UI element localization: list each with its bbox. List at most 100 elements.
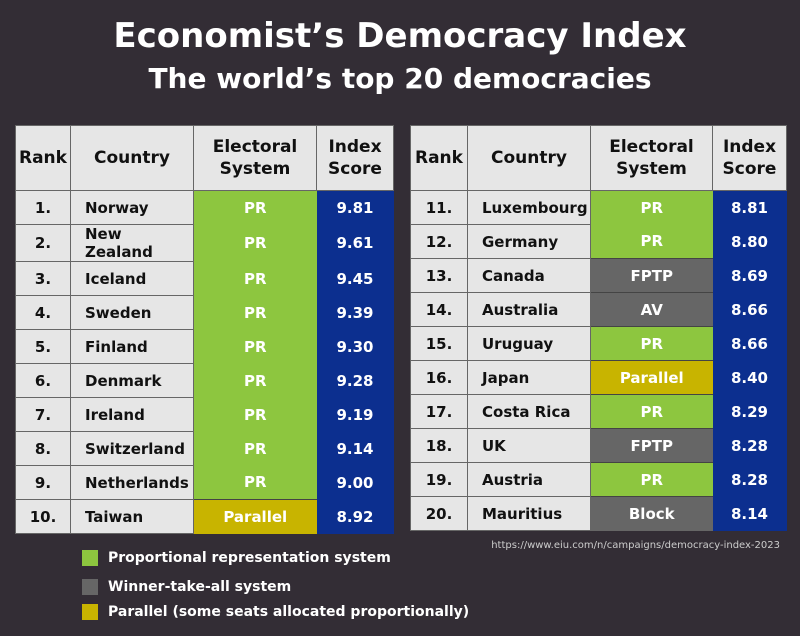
table-row: 13. Canada FPTP 8.69 [410, 258, 787, 293]
score-cell: 8.28 [712, 428, 787, 463]
table-row: 14. Australia AV 8.66 [410, 292, 787, 327]
score-cell: 8.14 [712, 496, 787, 531]
country-cell: Ireland [70, 397, 194, 432]
system-cell: PR [590, 394, 713, 429]
score-cell: 8.80 [712, 224, 787, 259]
rank-cell: 6. [15, 363, 71, 398]
system-cell: PR [590, 224, 713, 259]
table-row: 7. Ireland PR 9.19 [15, 397, 394, 432]
score-cell: 9.39 [316, 295, 394, 330]
source-url: https://www.eiu.com/n/campaigns/democrac… [491, 540, 780, 551]
header-system: Electoral System [193, 125, 317, 191]
rank-cell: 12. [410, 224, 468, 259]
rank-cell: 8. [15, 431, 71, 466]
table-row: 4. Sweden PR 9.39 [15, 295, 394, 330]
table-row: 5. Finland PR 9.30 [15, 329, 394, 364]
system-cell: FPTP [590, 428, 713, 463]
score-cell: 8.28 [712, 462, 787, 497]
country-cell: Canada [467, 258, 591, 293]
table-row: 6. Denmark PR 9.28 [15, 363, 394, 398]
table-row: 2. New Zealand PR 9.61 [15, 224, 394, 262]
rank-cell: 20. [410, 496, 468, 531]
country-cell: Australia [467, 292, 591, 327]
country-cell: Austria [467, 462, 591, 497]
system-cell: AV [590, 292, 713, 327]
legend-item-pr: Proportional representation system [82, 550, 391, 566]
country-cell: Finland [70, 329, 194, 364]
rank-cell: 7. [15, 397, 71, 432]
country-cell: Costa Rica [467, 394, 591, 429]
system-cell: PR [193, 261, 317, 296]
score-cell: 8.92 [316, 499, 394, 534]
country-cell: Iceland [70, 261, 194, 296]
rank-cell: 17. [410, 394, 468, 429]
table-right: Rank Country Electoral System Index Score … [410, 125, 787, 531]
rank-cell: 5. [15, 329, 71, 364]
table-row: 3. Iceland PR 9.45 [15, 261, 394, 296]
rank-cell: 2. [15, 224, 71, 262]
rank-cell: 15. [410, 326, 468, 361]
score-cell: 9.30 [316, 329, 394, 364]
score-cell: 9.45 [316, 261, 394, 296]
rank-cell: 1. [15, 190, 71, 225]
system-cell: PR [193, 295, 317, 330]
country-cell: Uruguay [467, 326, 591, 361]
system-cell: PR [193, 465, 317, 500]
table-row: 19. Austria PR 8.28 [410, 462, 787, 497]
rank-cell: 9. [15, 465, 71, 500]
score-cell: 9.14 [316, 431, 394, 466]
header-rank: Rank [15, 125, 71, 191]
score-cell: 8.81 [712, 190, 787, 225]
system-cell: PR [193, 363, 317, 398]
score-cell: 8.66 [712, 292, 787, 327]
header-system: Electoral System [590, 125, 713, 191]
rank-cell: 4. [15, 295, 71, 330]
score-cell: 9.81 [316, 190, 394, 225]
country-cell: Germany [467, 224, 591, 259]
system-cell: PR [590, 190, 713, 225]
score-cell: 9.61 [316, 224, 394, 262]
header-score: Index Score [712, 125, 787, 191]
header-country: Country [467, 125, 591, 191]
page-subtitle: The world’s top 20 democracies [148, 62, 652, 95]
header-score: Index Score [316, 125, 394, 191]
table-row: 10. Taiwan Parallel 8.92 [15, 499, 394, 534]
country-cell: Sweden [70, 295, 194, 330]
table-row: 18. UK FPTP 8.28 [410, 428, 787, 463]
header-country: Country [70, 125, 194, 191]
rank-cell: 13. [410, 258, 468, 293]
table-left: Rank Country Electoral System Index Score … [15, 125, 394, 534]
rank-cell: 19. [410, 462, 468, 497]
system-cell: Parallel [193, 499, 317, 534]
country-cell: Taiwan [70, 499, 194, 534]
table-row: 9. Netherlands PR 9.00 [15, 465, 394, 500]
score-cell: 8.69 [712, 258, 787, 293]
system-cell: PR [590, 326, 713, 361]
table-row: 12. Germany PR 8.80 [410, 224, 787, 259]
country-cell: Netherlands [70, 465, 194, 500]
country-cell: Luxembourg [467, 190, 591, 225]
legend-swatch [82, 550, 98, 566]
system-cell: PR [193, 329, 317, 364]
score-cell: 8.66 [712, 326, 787, 361]
table-row: 17. Costa Rica PR 8.29 [410, 394, 787, 429]
country-cell: Switzerland [70, 431, 194, 466]
country-cell: New Zealand [70, 224, 194, 262]
score-cell: 9.19 [316, 397, 394, 432]
system-cell: PR [590, 462, 713, 497]
page-title: Economist’s Democracy Index [113, 16, 687, 56]
rank-cell: 11. [410, 190, 468, 225]
country-cell: Denmark [70, 363, 194, 398]
score-cell: 9.28 [316, 363, 394, 398]
legend-swatch [82, 579, 98, 595]
system-cell: Parallel [590, 360, 713, 395]
country-cell: Mauritius [467, 496, 591, 531]
table-row: 15. Uruguay PR 8.66 [410, 326, 787, 361]
rank-cell: 3. [15, 261, 71, 296]
score-cell: 8.40 [712, 360, 787, 395]
legend-item-winner-take-all: Winner-take-all system [82, 579, 291, 595]
system-cell: PR [193, 397, 317, 432]
legend-item-parallel: Parallel (some seats allocated proportio… [82, 604, 469, 620]
header-rank: Rank [410, 125, 468, 191]
system-cell: PR [193, 224, 317, 262]
